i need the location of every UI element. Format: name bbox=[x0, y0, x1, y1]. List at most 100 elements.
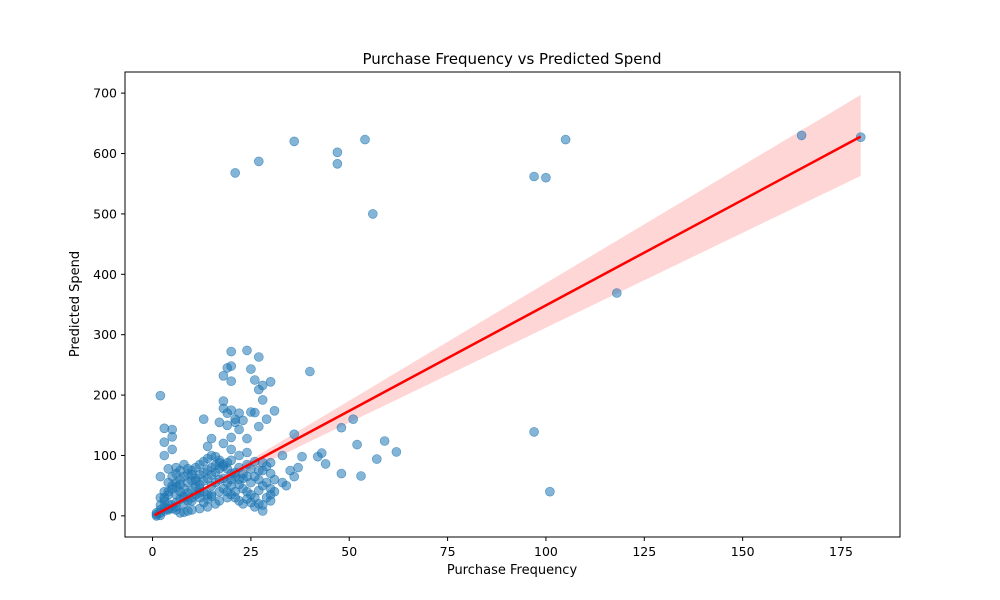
data-point bbox=[277, 450, 288, 461]
data-point bbox=[332, 159, 343, 169]
data-point bbox=[257, 500, 268, 510]
y-tick-label: 500 bbox=[93, 206, 117, 221]
data-point bbox=[253, 156, 264, 167]
data-point bbox=[360, 134, 370, 145]
data-point bbox=[332, 147, 343, 158]
x-tick-label: 75 bbox=[440, 544, 456, 559]
data-point bbox=[269, 405, 280, 416]
data-point bbox=[796, 130, 807, 141]
data-point bbox=[226, 432, 236, 443]
data-point bbox=[269, 486, 280, 497]
y-axis-label: Predicted Spend bbox=[68, 251, 83, 357]
data-point bbox=[336, 468, 347, 479]
data-point bbox=[367, 209, 378, 219]
data-point bbox=[320, 459, 331, 469]
x-tick-label: 175 bbox=[829, 544, 853, 559]
data-point bbox=[246, 364, 256, 374]
data-point bbox=[242, 433, 252, 444]
data-point bbox=[222, 408, 233, 419]
data-point bbox=[356, 471, 366, 481]
y-tick-label: 700 bbox=[93, 86, 117, 101]
plot-area-frame bbox=[124, 71, 901, 538]
data-point bbox=[297, 451, 307, 462]
data-point bbox=[305, 366, 315, 377]
data-point bbox=[226, 444, 236, 455]
regression-line-layer bbox=[153, 135, 862, 517]
data-point bbox=[238, 415, 248, 426]
data-point bbox=[529, 427, 539, 437]
data-point bbox=[257, 395, 268, 405]
data-point bbox=[611, 288, 622, 298]
data-point bbox=[529, 171, 539, 182]
data-point bbox=[226, 346, 236, 357]
data-point bbox=[230, 417, 240, 428]
data-point bbox=[289, 429, 300, 440]
data-point bbox=[226, 361, 236, 371]
data-point bbox=[379, 436, 390, 446]
data-point bbox=[253, 465, 264, 476]
regression-line bbox=[153, 135, 862, 517]
x-tick-label: 0 bbox=[149, 544, 157, 559]
data-point bbox=[218, 438, 229, 449]
x-tick-label: 150 bbox=[731, 544, 755, 559]
data-point bbox=[253, 421, 264, 432]
data-point bbox=[289, 136, 300, 147]
data-point bbox=[191, 475, 201, 486]
data-point bbox=[218, 370, 229, 381]
data-point bbox=[541, 172, 551, 183]
data-point bbox=[352, 439, 362, 450]
data-point bbox=[348, 414, 359, 425]
data-point bbox=[159, 423, 170, 434]
y-tick-label: 400 bbox=[93, 267, 117, 282]
data-point bbox=[250, 375, 260, 385]
confidence-band bbox=[154, 94, 861, 518]
data-point bbox=[261, 414, 272, 425]
data-point bbox=[545, 486, 555, 497]
x-tick-label: 25 bbox=[243, 544, 259, 559]
data-point bbox=[214, 417, 225, 428]
data-point bbox=[238, 473, 248, 484]
data-point bbox=[206, 491, 217, 502]
data-point bbox=[159, 437, 170, 448]
x-axis: 0 25 50 75 100 125 150 175 bbox=[149, 537, 853, 559]
data-points-layer bbox=[151, 130, 866, 521]
chart-title: Purchase Frequency vs Predicted Spend bbox=[362, 50, 661, 68]
data-point bbox=[261, 461, 272, 472]
x-tick-label: 50 bbox=[341, 544, 357, 559]
confidence-band-layer bbox=[154, 94, 861, 518]
data-point bbox=[155, 471, 166, 482]
x-axis-label: Purchase Frequency bbox=[447, 563, 578, 578]
x-tick-label: 100 bbox=[534, 544, 558, 559]
data-point bbox=[159, 450, 170, 461]
y-tick-label: 100 bbox=[93, 448, 117, 463]
data-point bbox=[206, 433, 217, 444]
data-point bbox=[202, 441, 213, 452]
data-point bbox=[155, 390, 166, 401]
data-point bbox=[214, 457, 225, 468]
data-point bbox=[167, 444, 177, 455]
y-tick-label: 600 bbox=[93, 146, 117, 161]
data-point bbox=[250, 407, 260, 418]
y-axis: 0 100 200 300 400 500 600 700 bbox=[93, 86, 125, 523]
data-point bbox=[265, 376, 276, 387]
data-point bbox=[242, 447, 252, 458]
y-tick-label: 200 bbox=[93, 388, 117, 403]
data-point bbox=[230, 168, 240, 178]
y-tick-label: 300 bbox=[93, 327, 117, 342]
data-point bbox=[391, 447, 402, 457]
data-point bbox=[253, 352, 264, 362]
data-point bbox=[226, 455, 236, 466]
data-point bbox=[560, 134, 571, 145]
y-tick-label: 0 bbox=[109, 508, 117, 523]
data-point bbox=[253, 384, 264, 395]
data-point bbox=[285, 465, 296, 476]
x-tick-label: 125 bbox=[632, 544, 656, 559]
data-point bbox=[159, 486, 170, 497]
data-point bbox=[167, 431, 177, 442]
data-point bbox=[371, 454, 382, 464]
data-point bbox=[312, 451, 323, 462]
data-point bbox=[336, 422, 347, 433]
data-point bbox=[198, 414, 209, 425]
data-point bbox=[226, 376, 236, 387]
